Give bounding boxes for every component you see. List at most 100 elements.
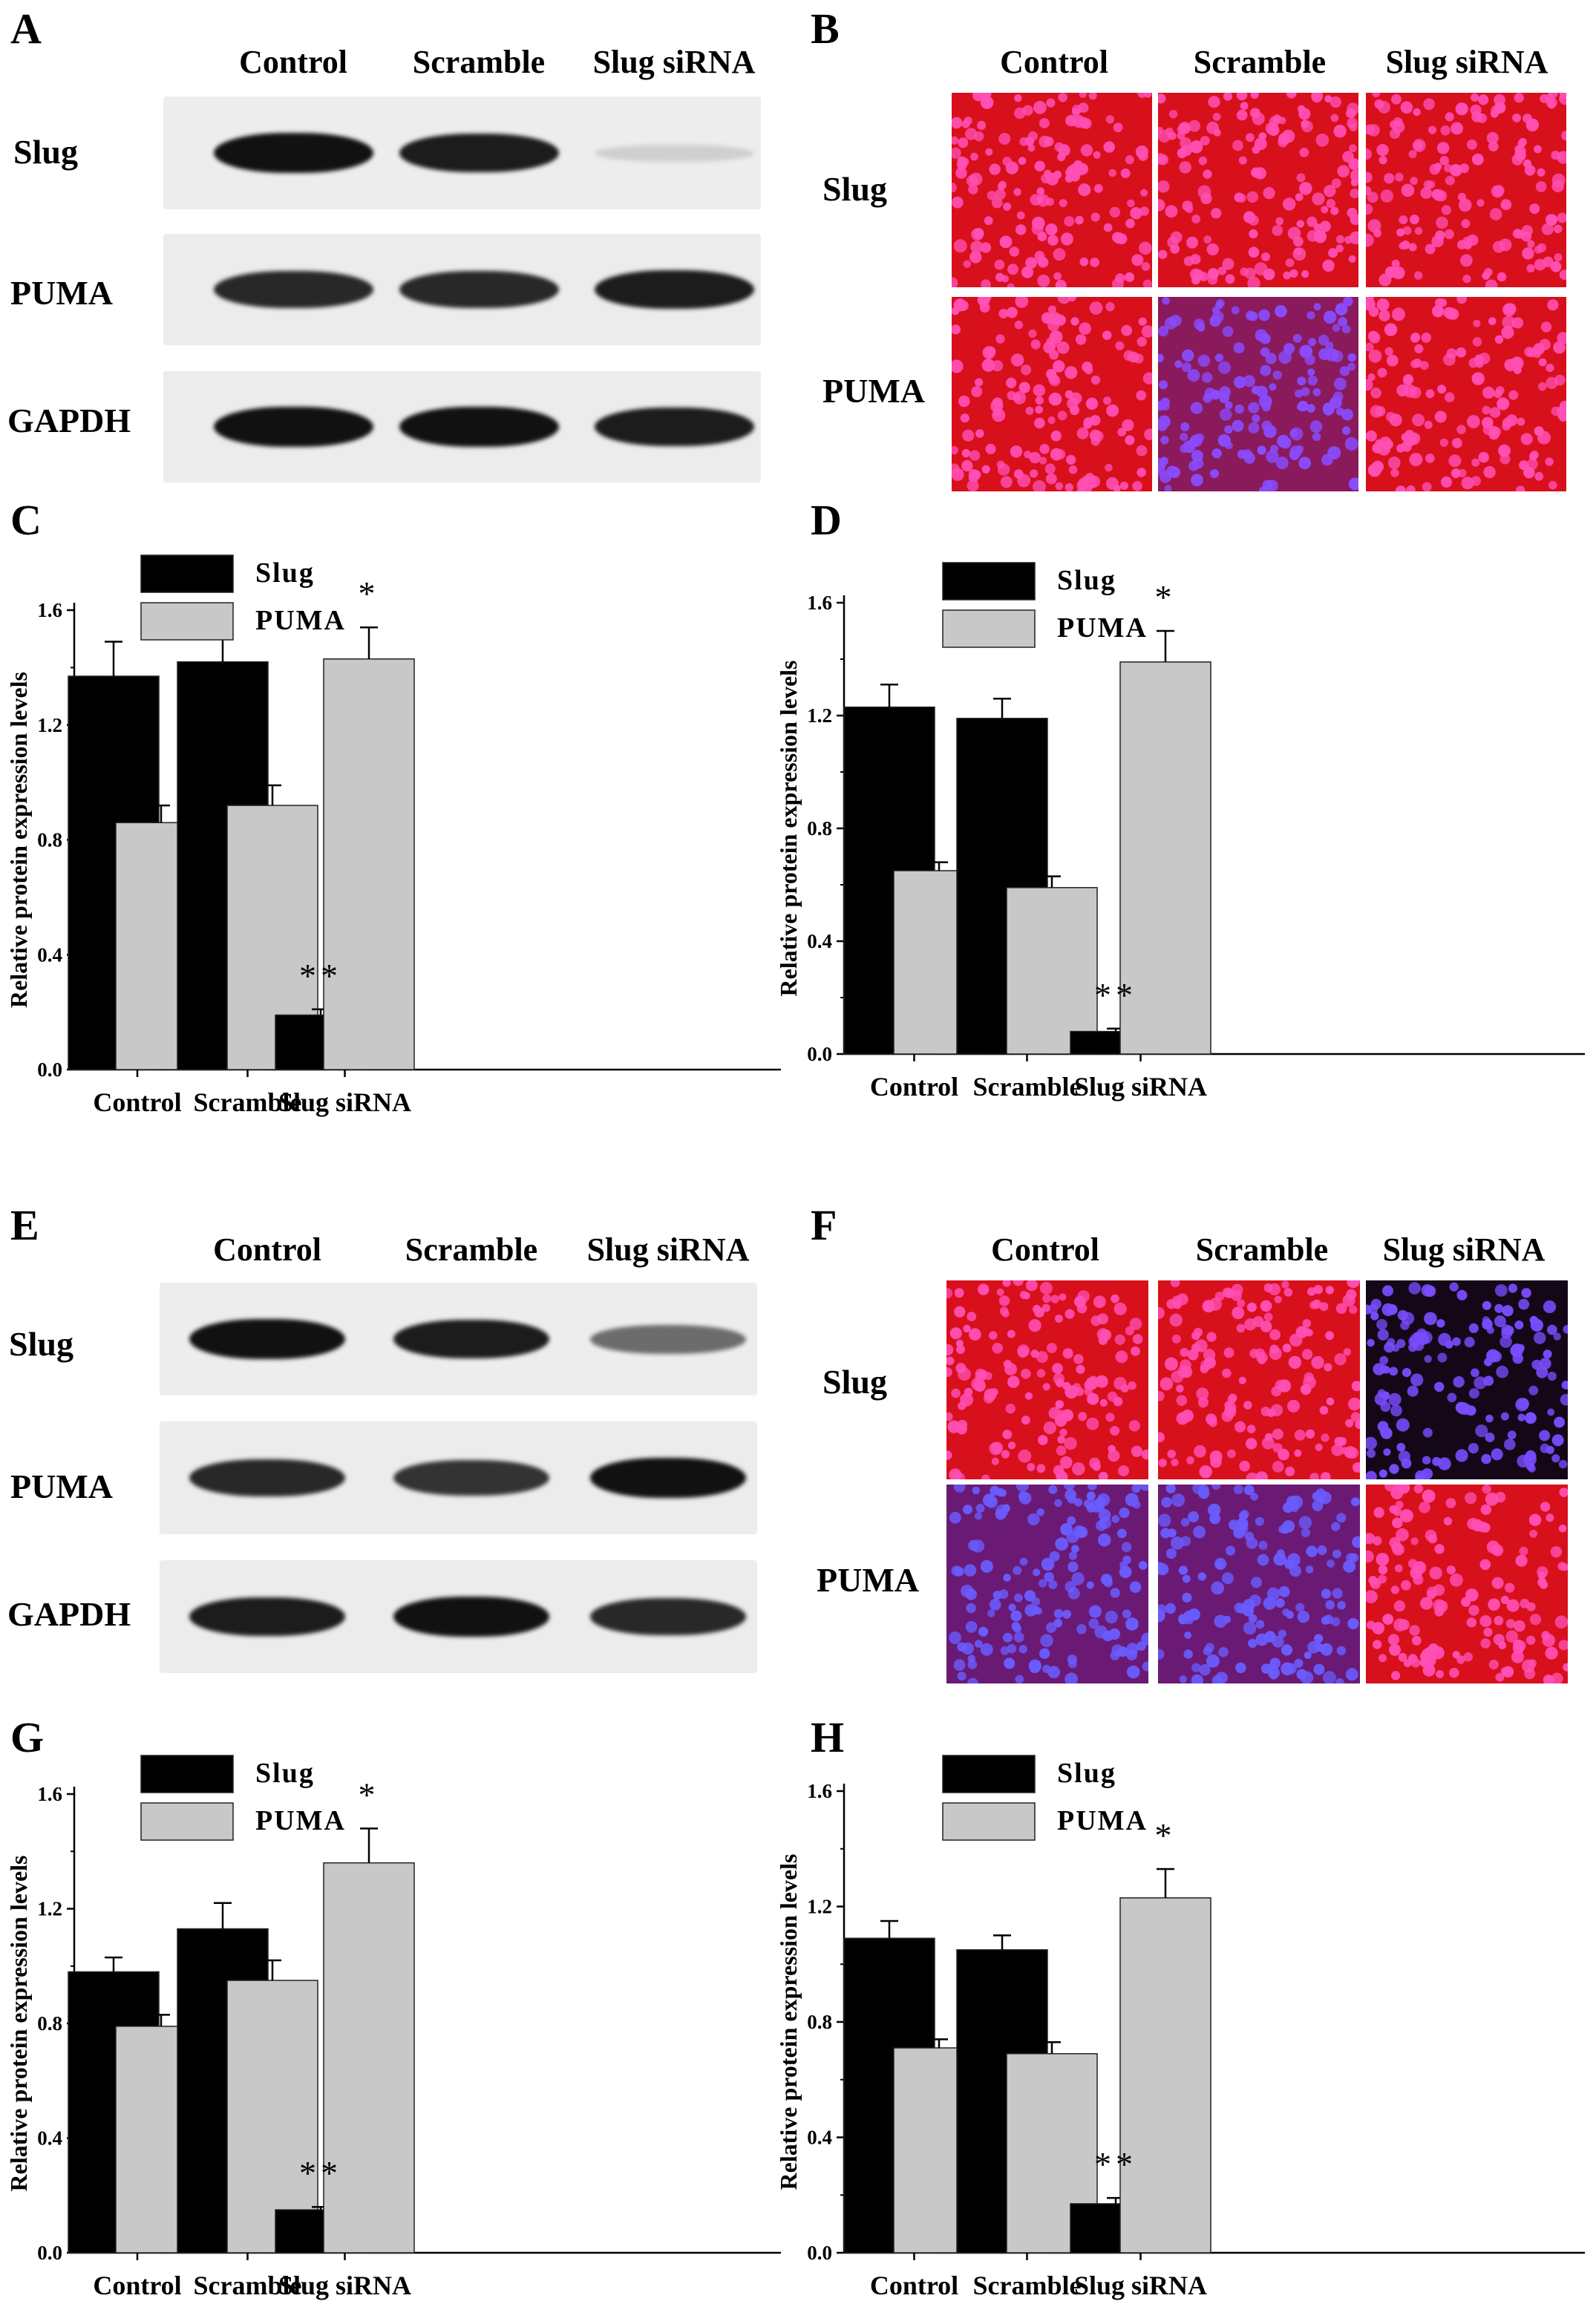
y-tick-label: 1.2 — [37, 714, 62, 736]
chart-g-svg: 0.0 0.4 0.8 1.2 1.6 Relative protein expressi… — [5, 1755, 781, 2300]
x-tick-label: Slug siRNA — [1074, 1072, 1207, 1102]
blot-e-column-control: Control — [213, 1231, 321, 1268]
legend-label-puma: PUMA — [255, 605, 346, 636]
x-tick-label: Scramble — [194, 2271, 302, 2300]
bar-puma-2 — [1119, 661, 1211, 1055]
legend-swatch-slug — [942, 1755, 1036, 1793]
panel-letter-d: D — [811, 496, 842, 544]
bar-puma-2 — [323, 1862, 415, 2254]
fluorescence-image-slug-2 — [1366, 1280, 1568, 1479]
fluor-f-column-slug-sirna: Slug siRNA — [1382, 1231, 1546, 1268]
legend-label-puma: PUMA — [1057, 1805, 1148, 1836]
fluorescence-image-slug-1 — [1158, 93, 1358, 287]
blot-band-puma-0 — [189, 1459, 345, 1496]
blot-e-row-puma: PUMA — [10, 1467, 113, 1505]
legend-swatch-puma — [942, 1802, 1036, 1841]
y-tick-label: 1.2 — [807, 1896, 832, 1918]
bar-puma-2 — [323, 658, 415, 1070]
blot-e-row-gapdh: GAPDH — [7, 1595, 131, 1633]
bar-puma-1 — [1006, 887, 1098, 1055]
blot-a-column-control: Control — [239, 44, 347, 80]
blot-e-row-slug: Slug — [9, 1325, 73, 1363]
significance-marker: ** — [299, 2154, 342, 2192]
y-tick-label: 0.8 — [807, 2011, 832, 2033]
fluorescence-cells — [1158, 1280, 1360, 1479]
x-tick-label: Control — [93, 1087, 181, 1117]
blot-a-row-gapdh: GAPDH — [7, 402, 131, 439]
x-tick-label: Scramble — [973, 1072, 1082, 1102]
fluor-f-row-slug: Slug — [822, 1363, 887, 1401]
legend-swatch-puma — [140, 602, 234, 641]
y-tick-label: 0.0 — [807, 1043, 832, 1065]
fluorescence-image-slug-2 — [1366, 93, 1566, 287]
fluorescence-cells — [946, 1280, 1148, 1479]
blot-band-slug-1 — [399, 134, 559, 172]
fluorescence-image-slug-0 — [952, 93, 1152, 287]
fluorescence-image-puma-2 — [1366, 297, 1566, 491]
legend-label-slug: Slug — [1057, 1758, 1116, 1789]
legend-swatch-puma — [942, 609, 1036, 648]
blot-band-gapdh-2 — [590, 1598, 746, 1635]
y-tick-label: 1.6 — [807, 1780, 832, 1802]
blot-band-gapdh-2 — [594, 408, 754, 446]
x-tick-label: Slug siRNA — [1074, 2271, 1207, 2300]
legend-swatch-puma — [140, 1802, 234, 1841]
fluorescence-image-slug-0 — [946, 1280, 1148, 1479]
fluorescence-cells — [1158, 297, 1358, 491]
blot-e-column-scramble: Scramble — [405, 1231, 538, 1268]
panel-letter-e: E — [10, 1201, 39, 1249]
y-tick-label: 1.6 — [807, 592, 832, 614]
y-tick-label: 0.0 — [807, 2242, 832, 2264]
blot-a-column-slug-sirna: Slug siRNA — [592, 44, 756, 80]
blot-band-puma-1 — [399, 271, 559, 308]
blot-band-slug-2 — [590, 1324, 746, 1354]
fluor-b-column-control: Control — [1000, 44, 1108, 80]
legend-swatch-slug — [140, 554, 234, 593]
y-axis-label: Relative protein expression levels — [775, 1854, 802, 2190]
y-tick-label: 0.0 — [37, 2242, 62, 2264]
blot-band-slug-0 — [213, 133, 373, 173]
blot-band-gapdh-0 — [213, 407, 373, 447]
chart-c: 0.0 0.4 0.8 1.2 1.6 Relative protein expressi… — [0, 520, 787, 1143]
fluorescence-cells — [952, 297, 1152, 491]
blot-band-puma-2 — [594, 270, 754, 309]
blot-band-slug-1 — [393, 1320, 549, 1358]
blot-a-column-scramble: Scramble — [412, 44, 546, 80]
x-tick-label: Slug siRNA — [278, 1087, 411, 1117]
fluorescence-image-puma-2 — [1366, 1485, 1568, 1683]
blot-band-slug-0 — [189, 1319, 345, 1359]
fluorescence-cells — [952, 93, 1152, 287]
panel-letter-h: H — [811, 1713, 845, 1761]
blot-band-puma-0 — [213, 271, 373, 308]
blot-band-puma-2 — [590, 1458, 746, 1498]
fluor-b-column-scramble: Scramble — [1193, 44, 1327, 80]
y-tick-label: 1.2 — [807, 704, 832, 727]
significance-marker: ** — [1094, 2145, 1137, 2183]
y-tick-label: 0.4 — [37, 943, 62, 966]
y-axis-label: Relative protein expression levels — [775, 661, 802, 997]
y-tick-label: 0.8 — [37, 2012, 62, 2035]
fluor-f-column-control: Control — [991, 1231, 1099, 1268]
blot-band-gapdh-0 — [189, 1597, 345, 1636]
y-tick-label: 1.6 — [37, 599, 62, 621]
fluorescence-image-puma-0 — [952, 297, 1152, 491]
chart-h: 0.0 0.4 0.8 1.2 1.6 Relative protein expressi… — [775, 1733, 1596, 2300]
blot-a-row-slug: Slug — [13, 133, 78, 171]
legend-label-puma: PUMA — [255, 1805, 346, 1836]
x-tick-label: Scramble — [973, 2271, 1082, 2300]
x-tick-label: Slug siRNA — [278, 2271, 411, 2300]
bar-puma-2 — [1119, 1897, 1211, 2254]
y-tick-label: 1.6 — [37, 1783, 62, 1805]
legend-label-slug: Slug — [255, 557, 315, 589]
panel-letter-g: G — [10, 1713, 45, 1761]
fluorescence-cells — [1158, 1485, 1360, 1683]
y-tick-label: 0.8 — [37, 829, 62, 851]
fluorescence-cells — [949, 1485, 1148, 1683]
fluorescence-cells — [1366, 297, 1566, 491]
blot-band-puma-1 — [393, 1460, 549, 1496]
fluorescence-cells — [1366, 1485, 1568, 1683]
x-tick-label: Scramble — [194, 1087, 302, 1117]
y-axis-label: Relative protein expression levels — [5, 672, 32, 1008]
x-tick-label: Control — [870, 1072, 958, 1102]
legend-swatch-slug — [942, 562, 1036, 600]
